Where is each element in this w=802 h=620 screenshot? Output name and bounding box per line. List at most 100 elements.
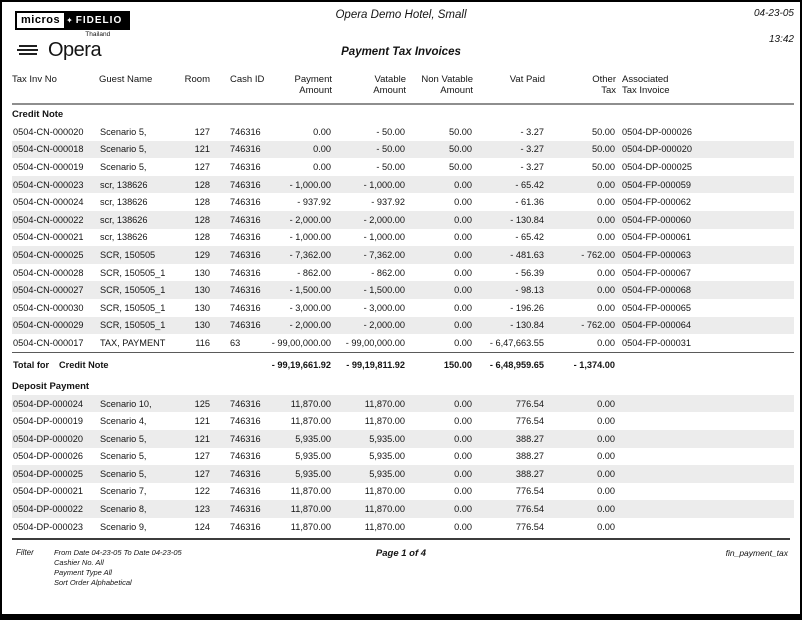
cell-cash-id: 746316 [214,246,264,264]
col-header-associated-tax-invoice: Associated Tax Invoice [616,74,794,105]
table-row: 0504-CN-000017 TAX, PAYMENT 116 63 - 99,00,0… [12,334,794,352]
cell-associated-tax-invoice [616,429,794,448]
cell-tax-inv-no: 0504-DP-000023 [13,521,83,532]
cell-non-vatable-amount: 0.00 [406,175,473,194]
cell-tax-inv-no: 0504-CN-000024 [13,197,84,208]
cell-other-tax: 50.00 [545,140,616,159]
cell-other-tax: 0.00 [545,465,616,483]
cell-vatable-amount: 11,870.00 [332,394,406,413]
cell-non-vatable-amount: 0.00 [406,465,473,483]
total-vat-paid: - 6,48,959.65 [473,351,545,377]
cell-cash-id: 63 [230,337,241,348]
cell-payment-amount: - 99,00,000.00 [271,337,331,348]
cell-payment-amount: 5,935.00 [264,465,332,483]
table-row: 0504-CN-000025 SCR, 150505 129 746316- 7,36… [12,246,794,264]
table-row: 0504-CN-000021 scr, 138626 128 746316 - 1,00… [12,229,794,247]
cell-guest-name: scr, 138626 [100,197,148,208]
payment-tax-table: Tax Inv No Guest Name Room Cash ID Payme… [12,74,794,535]
fidelio-brand-text: FIDELIO [72,13,129,28]
cell-associated-tax-invoice: 0504-DP-000020 [616,140,794,159]
page-number: Page 1 of 4 [375,548,427,559]
cell-guest-name: SCR, 150505_1 [99,281,179,299]
cell-vat-paid: 776.54 [473,394,545,413]
cell-tax-inv-no: 0504-DP-000024 [12,394,99,413]
opera-product-text: Opera [48,38,102,61]
cell-non-vatable-amount: 0.00 [454,302,472,313]
cell-payment-amount: 5,935.00 [295,451,331,462]
cell-vatable-amount: - 3,000.00 [363,302,405,313]
cell-vatable-amount: - 1,000.00 [332,175,406,194]
cell-non-vatable-amount: 50.00 [406,140,473,159]
cell-vatable-amount: - 7,362.00 [332,246,406,264]
cell-non-vatable-amount: 0.00 [454,521,472,532]
table-row: 0504-CN-000024 scr, 138626 128 746316 - 937.… [12,193,794,211]
cell-room: 128 [179,175,214,194]
cell-payment-amount: 5,935.00 [264,429,332,448]
cell-room: 128 [194,232,210,243]
table-row: 0504-CN-000027 SCR, 150505_1 130 746316- 1,… [12,281,794,299]
total-label-cell: Total for Credit Note [12,351,264,377]
cell-guest-name: scr, 138626 [99,175,179,194]
total-non-vatable-amount: 150.00 [406,351,473,377]
cell-non-vatable-amount: 0.00 [406,429,473,448]
cell-vatable-amount: - 2,000.00 [332,210,406,229]
total-payment-amount: - 99,19,661.92 [264,351,332,377]
col-header-payment-amount: Payment Amount [264,74,332,105]
cell-vatable-amount: - 862.00 [371,267,405,278]
cell-guest-name: scr, 138626 [99,210,179,229]
cell-payment-amount: - 1,000.00 [289,232,331,243]
cell-guest-name: Scenario 4, [100,416,147,427]
cell-room: 129 [179,246,214,264]
star-icon: ✦ [64,13,73,28]
cell-vatable-amount: - 99,00,000.00 [345,337,405,348]
cell-other-tax: 0.00 [597,232,615,243]
cell-cash-id: 746316 [214,281,264,299]
total-empty-cell [616,351,794,377]
cell-associated-tax-invoice: 0504-FP-000061 [622,232,691,243]
cell-tax-inv-no: 0504-CN-000023 [12,175,99,194]
table-row: 0504-CN-000020 Scenario 5, 127 746316 0.00 - … [12,123,794,141]
cell-guest-name: SCR, 150505_1 [99,316,179,335]
col-header-tax-inv-no: Tax Inv No [12,74,99,105]
cell-non-vatable-amount: 0.00 [454,451,472,462]
cell-guest-name: Scenario 10, [99,394,179,413]
cell-vat-paid: 388.27 [515,451,544,462]
filter-lines: From Date 04-23-05 To Date 04-23-05 Cash… [54,548,182,588]
cell-vatable-amount: - 1,500.00 [332,281,406,299]
table-row: 0504-DP-000019 Scenario 4, 121 746316 11,870… [12,412,794,430]
table-row: 0504-CN-000018 Scenario 5, 121 746316 0.00- … [12,140,794,159]
opera-swirl-icon [17,45,38,55]
col-header-vat-paid: Vat Paid [473,74,545,105]
cell-tax-inv-no: 0504-CN-000028 [13,267,84,278]
cell-payment-amount: - 1,500.00 [264,281,332,299]
table-row: 0504-CN-000022 scr, 138626 128 746316- 2,00… [12,210,794,229]
cell-room: 127 [194,161,210,172]
cell-associated-tax-invoice [616,448,794,466]
cell-associated-tax-invoice [616,412,794,430]
table-row: 0504-DP-000024 Scenario 10, 125 746316 11,87… [12,394,794,413]
cell-associated-tax-invoice: 0504-FP-000065 [622,302,691,313]
cell-vat-paid: 776.54 [515,521,544,532]
cell-room: 116 [195,337,210,348]
micros-brand-text: micros [17,13,65,28]
table-body: Credit Note 0504-CN-000020 Scenario 5, 127 7… [12,104,794,535]
cell-payment-amount: - 2,000.00 [264,210,332,229]
cell-room: 121 [194,416,210,427]
cell-tax-inv-no: 0504-CN-000021 [13,232,84,243]
cell-associated-tax-invoice: 0504-FP-000063 [616,246,794,264]
cell-room: 124 [194,521,210,532]
cell-tax-inv-no: 0504-CN-000017 [13,337,84,348]
cell-cash-id: 746316 [214,140,264,159]
cell-non-vatable-amount: 0.00 [406,316,473,335]
cell-associated-tax-invoice [616,394,794,413]
cell-room: 125 [179,394,214,413]
total-other-tax: - 1,374.00 [545,351,616,377]
col-header-room: Room [179,74,214,105]
cell-associated-tax-invoice [616,483,794,501]
cell-non-vatable-amount: 0.00 [454,337,472,348]
cell-room: 130 [194,302,210,313]
table-header-row: Tax Inv No Guest Name Room Cash ID Payme… [12,74,794,105]
cell-cash-id: 746316 [230,451,261,462]
cell-vatable-amount: 5,935.00 [369,451,405,462]
